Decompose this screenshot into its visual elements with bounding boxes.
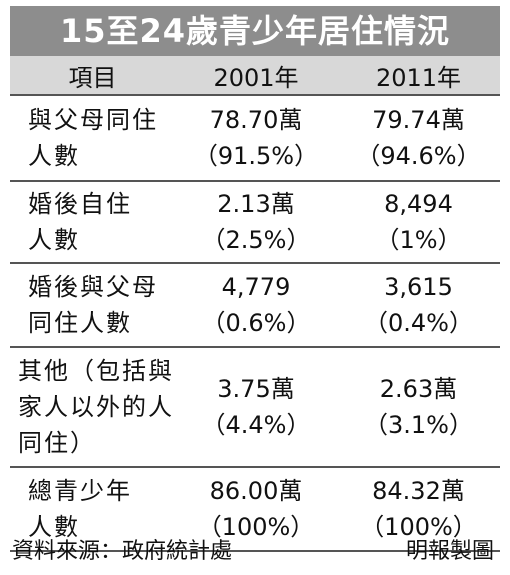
row-label: 婚後自住 人數 bbox=[10, 181, 175, 264]
cell-2011: 2.63萬 （3.1%） bbox=[337, 347, 500, 468]
source-note: 資料來源：政府統計處 bbox=[12, 539, 233, 564]
header-2001: 2001年 bbox=[175, 56, 337, 96]
header-row: 項目 2001年 2011年 bbox=[10, 56, 500, 96]
row-label: 總青少年 人數 bbox=[10, 467, 175, 552]
cell-2001: 78.70萬 （91.5%） bbox=[175, 95, 337, 182]
cell-2011: 79.74萬 （94.6%） bbox=[337, 95, 500, 182]
row-label: 其他（包括與 家人以外的人 同住） bbox=[10, 347, 175, 468]
cell-2011: 3,615 （0.4%） bbox=[337, 263, 500, 348]
row-label: 婚後與父母 同住人數 bbox=[10, 263, 175, 348]
table-row: 婚後自住 人數 2.13萬 （2.5%） 8,494 （1%） bbox=[10, 181, 500, 264]
table-row: 其他（包括與 家人以外的人 同住） 3.75萬 （4.4%） 2.63萬 （3.… bbox=[10, 347, 500, 468]
table-row: 與父母同住 人數 78.70萬 （91.5%） 79.74萬 （94.6%） bbox=[10, 95, 500, 182]
table-row: 婚後與父母 同住人數 4,779 （0.6%） 3,615 （0.4%） bbox=[10, 263, 500, 348]
cell-2001: 3.75萬 （4.4%） bbox=[175, 347, 337, 468]
footer: 資料來源：政府統計處 明報製圖 bbox=[10, 534, 500, 570]
header-2011: 2011年 bbox=[337, 56, 500, 96]
living-situation-table: 項目 2001年 2011年 與父母同住 人數 78.70萬 （91.5%） 7… bbox=[10, 56, 500, 552]
table-row: 總青少年 人數 86.00萬 （100%） 84.32萬 （100%） bbox=[10, 467, 500, 552]
cell-2011: 8,494 （1%） bbox=[337, 181, 500, 264]
cell-2001: 86.00萬 （100%） bbox=[175, 467, 337, 552]
cell-2011: 84.32萬 （100%） bbox=[337, 467, 500, 552]
table-title: 15至24歲青少年居住情況 bbox=[10, 6, 500, 56]
row-label: 與父母同住 人數 bbox=[10, 95, 175, 182]
cell-2001: 4,779 （0.6%） bbox=[175, 263, 337, 348]
credit-note: 明報製圖 bbox=[405, 539, 494, 564]
header-item: 項目 bbox=[10, 56, 175, 96]
cell-2001: 2.13萬 （2.5%） bbox=[175, 181, 337, 264]
